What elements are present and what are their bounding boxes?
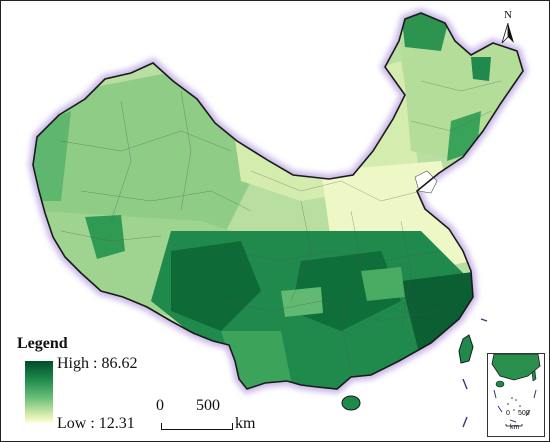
hainan-island	[341, 395, 361, 411]
legend-color-ramp	[25, 361, 53, 423]
inset-scale-start: 0	[506, 410, 510, 417]
inset-scale-unit: km	[510, 424, 520, 431]
map-legend: Legend High : 86.62 Low : 12.31	[15, 335, 175, 435]
maritime-boundary-dashes	[462, 318, 488, 428]
scale-bar: 0 500 km	[156, 397, 276, 437]
north-letter: N	[504, 9, 512, 21]
scale-end-label: 500	[196, 397, 220, 414]
north-arrow: N	[494, 9, 524, 49]
choropleth-regions	[33, 13, 523, 389]
legend-title: Legend	[17, 335, 68, 352]
north-arrow-icon	[501, 22, 514, 44]
inset-map	[491, 354, 541, 427]
scale-start-label: 0	[156, 397, 164, 414]
legend-high-label: High : 86.62	[57, 355, 138, 372]
boundary-lines	[60, 80, 502, 372]
scale-unit-label: km	[235, 415, 256, 432]
south-china-sea-inset: 0 500 km	[487, 353, 545, 437]
inset-scale-end: 500	[518, 410, 530, 417]
taiwan-island	[458, 334, 474, 364]
scale-bar-line	[161, 423, 233, 430]
legend-low-label: Low : 12.31	[57, 415, 135, 432]
